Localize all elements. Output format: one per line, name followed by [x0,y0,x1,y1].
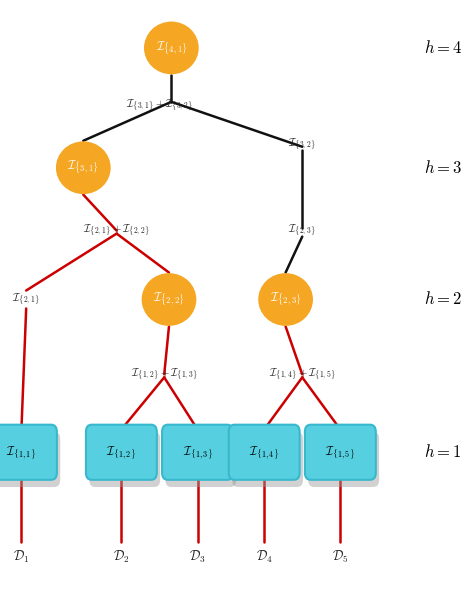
Text: $\mathcal{D}_1$: $\mathcal{D}_1$ [13,549,30,565]
Text: $\mathcal{I}_{\{4,1\}}$: $\mathcal{I}_{\{4,1\}}$ [156,40,187,56]
Text: $\mathcal{I}_{\{3,1\}} + \mathcal{I}_{\{3,2\}}$: $\mathcal{I}_{\{3,1\}} + \mathcal{I}_{\{… [126,97,193,113]
Text: $\mathcal{I}_{\{2,3\}}$: $\mathcal{I}_{\{2,3\}}$ [270,291,301,308]
Text: $\mathcal{I}_{\{3,2\}}$: $\mathcal{I}_{\{3,2\}}$ [288,136,316,152]
Text: $\mathcal{I}_{\{2,1\}}$: $\mathcal{I}_{\{2,1\}}$ [12,292,40,307]
FancyBboxPatch shape [162,425,233,480]
FancyBboxPatch shape [0,432,60,487]
FancyBboxPatch shape [0,425,57,480]
FancyBboxPatch shape [229,425,300,480]
Text: $\mathcal{D}_2$: $\mathcal{D}_2$ [113,549,130,565]
FancyBboxPatch shape [89,432,160,487]
Ellipse shape [258,273,313,326]
Text: $\mathcal{I}_{\{1,5\}}$: $\mathcal{I}_{\{1,5\}}$ [326,444,355,461]
Text: $\mathcal{I}_{\{2,2\}}$: $\mathcal{I}_{\{2,2\}}$ [153,291,185,308]
FancyBboxPatch shape [86,425,157,480]
Ellipse shape [144,22,199,74]
Text: $h = 1$: $h = 1$ [424,443,461,461]
Text: $h = 2$: $h = 2$ [424,291,462,308]
Text: $\mathcal{I}_{\{1,3\}}$: $\mathcal{I}_{\{1,3\}}$ [183,444,212,461]
Text: $h = 3$: $h = 3$ [424,159,462,177]
Text: $\mathcal{I}_{\{1,4\}} + \mathcal{I}_{\{1,5\}}$: $\mathcal{I}_{\{1,4\}} + \mathcal{I}_{\{… [269,367,336,382]
Text: $\mathcal{D}_3$: $\mathcal{D}_3$ [189,549,206,565]
Text: $\mathcal{D}_4$: $\mathcal{D}_4$ [256,549,273,565]
Text: $\mathcal{I}_{\{1,2\}}$: $\mathcal{I}_{\{1,2\}}$ [107,444,136,461]
Text: $\mathcal{I}_{\{1,1\}}$: $\mathcal{I}_{\{1,1\}}$ [7,444,36,461]
Text: $h = 4$: $h = 4$ [424,39,462,57]
Ellipse shape [56,141,110,194]
Text: $\mathcal{I}_{\{1,4\}}$: $\mathcal{I}_{\{1,4\}}$ [249,444,279,461]
FancyBboxPatch shape [308,432,379,487]
Text: $\mathcal{D}_5$: $\mathcal{D}_5$ [332,549,349,565]
FancyBboxPatch shape [305,425,376,480]
Text: $\mathcal{I}_{\{2,3\}}$: $\mathcal{I}_{\{2,3\}}$ [288,223,316,238]
Text: $\mathcal{I}_{\{2,1\}} + \mathcal{I}_{\{2,2\}}$: $\mathcal{I}_{\{2,1\}} + \mathcal{I}_{\{… [83,223,150,238]
FancyBboxPatch shape [166,432,236,487]
Text: $\mathcal{I}_{\{1,2\}} + \mathcal{I}_{\{1,3\}}$: $\mathcal{I}_{\{1,2\}} + \mathcal{I}_{\{… [131,367,198,382]
Text: $\mathcal{I}_{\{3,1\}}$: $\mathcal{I}_{\{3,1\}}$ [68,159,99,176]
Ellipse shape [141,273,196,326]
FancyBboxPatch shape [232,432,303,487]
